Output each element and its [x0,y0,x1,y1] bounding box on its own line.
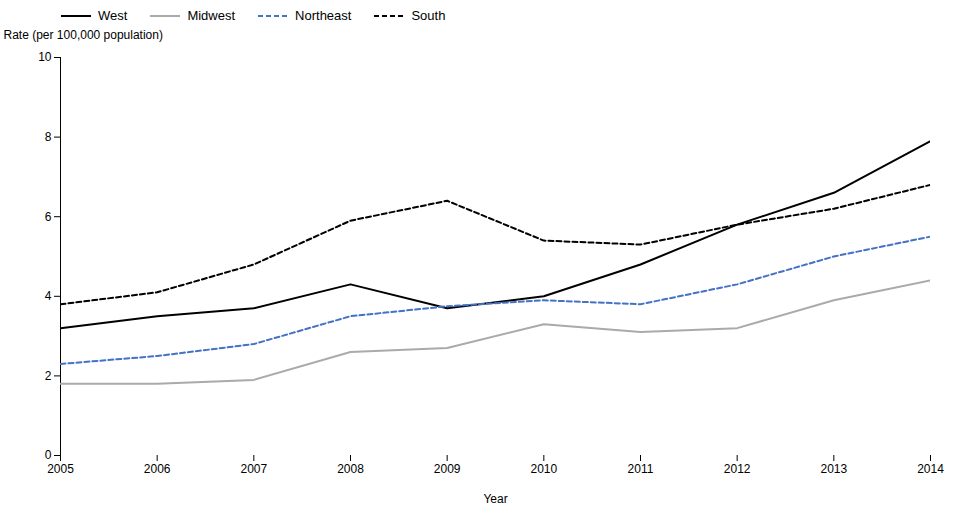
html-text:West: West [98,8,128,23]
svg-text:2013: 2013 [820,462,847,476]
svg-text:2: 2 [45,369,52,383]
html-text:Midwest: Midwest [187,8,236,23]
svg-text:2010: 2010 [530,462,557,476]
svg-text:6: 6 [45,210,52,224]
svg-text:2012: 2012 [724,462,751,476]
svg-text:Rate (per 100,000 population): Rate (per 100,000 population) [4,28,163,42]
svg-text:2006: 2006 [144,462,171,476]
svg-text:2011: 2011 [628,462,654,476]
html-text:South: South [411,8,446,23]
html-text:Northeast: Northeast [295,8,352,23]
svg-text:Year: Year [483,492,507,506]
svg-text:2005: 2005 [47,462,74,476]
svg-text:8: 8 [45,130,52,144]
svg-text:4: 4 [45,289,52,303]
svg-text:2008: 2008 [337,462,364,476]
svg-text:2007: 2007 [240,462,267,476]
svg-text:2009: 2009 [434,462,461,476]
svg-text:0: 0 [45,448,52,462]
svg-text:10: 10 [38,50,52,64]
svg-text:2014: 2014 [917,462,944,476]
